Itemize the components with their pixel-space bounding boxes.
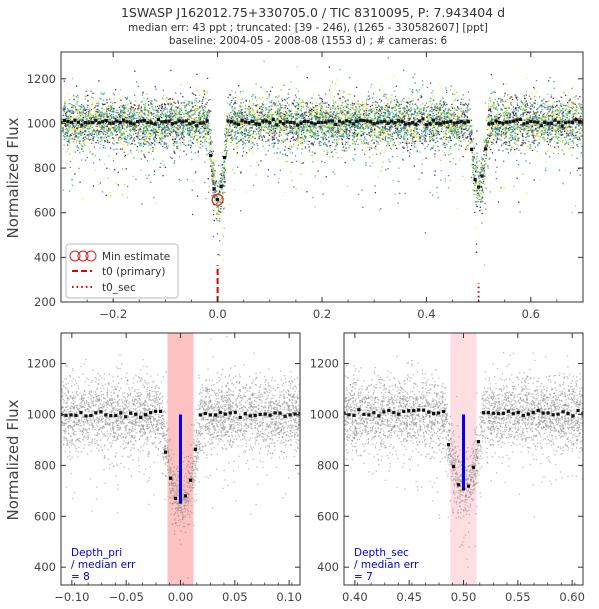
legend-t0-sec-label: t0_sec [102,282,136,294]
bottom-y-axis-label: Normalized Flux [4,399,22,520]
binned-median-points [61,409,300,504]
x-tick-label: −0.2 [99,307,127,321]
x-tick-label: 0.6 [522,307,540,321]
y-tick-label: 1200 [27,357,56,371]
binned-median-points [344,408,583,491]
y-tick-label: 400 [317,560,339,574]
figure-title: 1SWASP J162012.75+330705.0 / TIC 8310095… [121,5,505,20]
figure-subtitle-1: median err: 43 ppt ; truncated: [39 - 24… [128,22,488,34]
x-tick-label: 0.45 [396,590,422,604]
x-tick-label: 0.4 [417,307,435,321]
y-tick-label: 600 [317,509,339,523]
x-tick-label: 0.40 [342,590,368,604]
x-tick-label: 0.00 [168,590,194,604]
legend-box [65,243,179,299]
y-tick-label: 1000 [27,407,56,421]
x-tick-label: 0.10 [276,590,302,604]
bottom-right-panel-secondary-eclipse: 0.40 0.45 0.50 0.55 0.60 400 600 800 1000 1200 [310,332,585,604]
y-tick-label: 800 [34,161,56,175]
min-estimate-marker [211,193,224,206]
raw-data-points [61,335,300,579]
x-tick-label: −0.05 [109,590,144,604]
x-tick-label: 0.60 [559,590,585,604]
x-tick-label: 0.55 [505,590,531,604]
top-y-axis-label: Normalized Flux [4,117,22,238]
raw-data-points [61,57,583,270]
y-tick-label: 1200 [27,72,56,86]
legend-min-estimate-marker [69,250,97,262]
y-tick-label: 200 [34,295,56,309]
y-tick-label: 400 [34,560,56,574]
plot-area [61,57,583,302]
legend-t0-primary-label: t0 (primary) [102,266,165,278]
y-tick-label: 800 [34,458,56,472]
legend: Min estimate t0 (primary) t0_sec [65,243,179,299]
x-tick-label: 0.50 [451,590,477,604]
y-tick-label: 800 [317,458,339,472]
legend-min-estimate-label: Min estimate [102,251,170,263]
x-tick-label: −0.10 [54,590,89,604]
plot-area [344,333,583,585]
y-tick-label: 1200 [310,357,339,371]
y-tick-label: 1000 [310,407,339,421]
y-tick-label: 600 [34,206,56,220]
x-tick-label: 0.05 [222,590,248,604]
binned-median-points [61,117,583,202]
x-tick-label: 0.0 [208,307,226,321]
y-tick-label: 1000 [27,116,56,130]
y-tick-label: 400 [34,250,56,264]
figure-subtitle-2: baseline: 2004-05 - 2008-08 (1553 d) ; #… [169,35,448,47]
x-tick-label: 0.2 [313,307,331,321]
plot-area [61,333,300,585]
secondary-depth-note: Depth_sec / median err = 7 [354,547,419,583]
primary-depth-note: Depth_pri / median err = 8 [71,547,136,583]
y-tick-label: 600 [34,509,56,523]
top-panel-phase-plot: −0.2 0.0 0.2 0.4 0.6 200 400 600 800 1000 1200 [27,51,584,321]
bottom-left-panel-primary-eclipse: −0.10 −0.05 0.00 0.05 0.10 400 600 800 1000 1200 [27,332,302,604]
